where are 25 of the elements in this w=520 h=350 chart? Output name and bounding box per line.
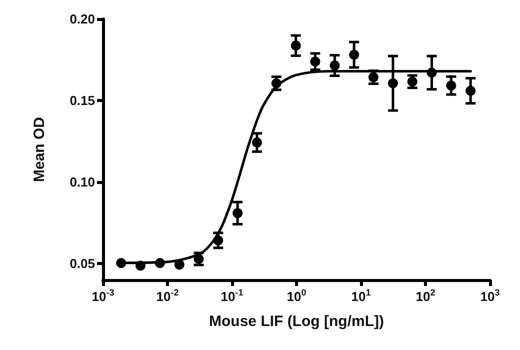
point [426, 68, 437, 78]
point [174, 260, 184, 270]
point [330, 60, 340, 70]
x-axis-title: Mouse LIF (Log [ng/mL]) [209, 313, 384, 330]
y-tick-label: 0.15 [70, 93, 95, 108]
point [232, 208, 243, 218]
y-tick-label: 0.20 [70, 12, 95, 26]
point [271, 78, 282, 88]
point [213, 235, 224, 246]
y-tick-label: 0.05 [70, 256, 95, 272]
point [466, 86, 476, 96]
point [368, 72, 378, 82]
point [310, 56, 320, 67]
point [154, 258, 165, 268]
y-axis-title: Mean OD [31, 116, 48, 182]
point [116, 258, 126, 268]
point [135, 260, 146, 271]
y-tick-label: 0.10 [70, 174, 95, 190]
point [446, 80, 456, 91]
point [252, 137, 262, 148]
point [290, 40, 301, 51]
point [349, 50, 360, 60]
point [194, 254, 204, 264]
point [388, 78, 398, 88]
point [407, 76, 418, 87]
